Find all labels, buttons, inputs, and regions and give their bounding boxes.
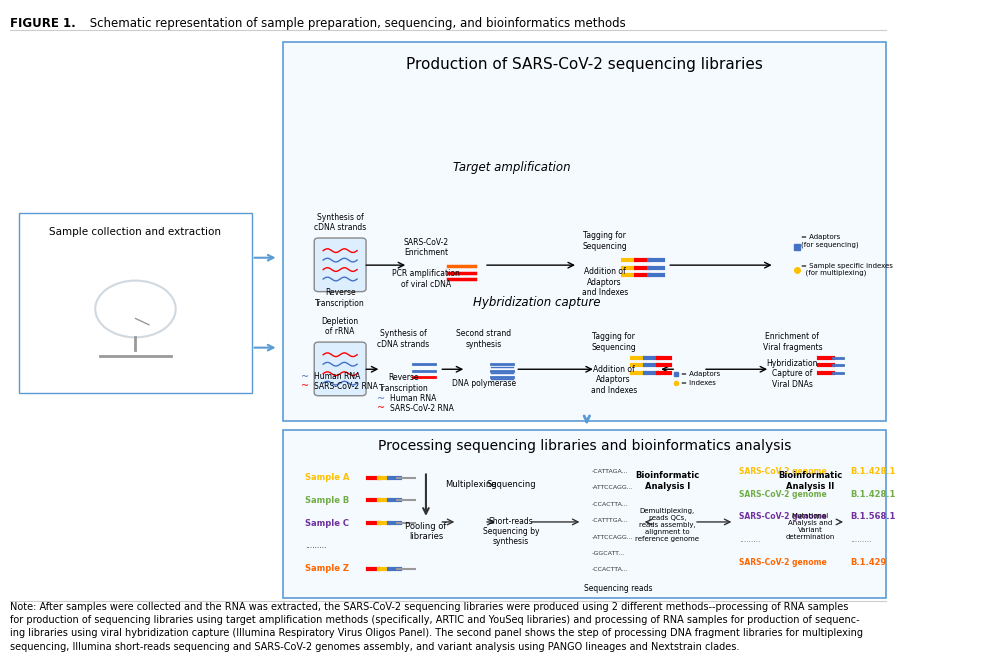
Text: Reverse
Transcription: Reverse Transcription [315, 288, 365, 308]
Text: SARS-CoV-2
Enrichment: SARS-CoV-2 Enrichment [403, 238, 448, 257]
Text: -ATTCCAGG...: -ATTCCAGG... [591, 534, 633, 540]
Text: = Sample specific indexes
  (for multiplexing): = Sample specific indexes (for multiplex… [801, 263, 893, 276]
Text: Tagging for
Sequencing: Tagging for Sequencing [591, 332, 636, 352]
Text: B.1.428.1: B.1.428.1 [850, 467, 896, 476]
Text: Target amplification: Target amplification [453, 161, 571, 174]
FancyBboxPatch shape [314, 238, 366, 292]
Text: PCR amplification
of viral cDNA: PCR amplification of viral cDNA [392, 270, 460, 289]
Text: ~: ~ [301, 382, 309, 391]
Text: Sample collection and extraction: Sample collection and extraction [50, 227, 222, 237]
Text: .........: ......... [850, 535, 872, 544]
Text: SARS-CoV-2 genome: SARS-CoV-2 genome [739, 467, 827, 476]
Text: Synthesis of
cDNA strands: Synthesis of cDNA strands [314, 213, 366, 232]
Text: = Indexes: = Indexes [681, 380, 716, 386]
Text: -CATTTGA...: -CATTTGA... [591, 518, 628, 523]
Text: -CCACTTA...: -CCACTTA... [591, 501, 628, 507]
Text: Sequencing: Sequencing [486, 480, 536, 488]
Text: Hybridization capture: Hybridization capture [472, 296, 600, 309]
Text: B.1.568.1: B.1.568.1 [850, 513, 896, 521]
Text: SARS-CoV-2 RNA: SARS-CoV-2 RNA [390, 404, 454, 413]
Text: Second strand
synthesis: Second strand synthesis [456, 330, 512, 349]
Text: Schematic representation of sample preparation, sequencing, and bioinformatics m: Schematic representation of sample prepa… [86, 17, 626, 30]
Text: .........: ......... [305, 542, 327, 550]
Text: Synthesis of
cDNA strands: Synthesis of cDNA strands [377, 330, 430, 349]
Text: SARS-CoV-2 genome: SARS-CoV-2 genome [739, 490, 827, 499]
Text: Sample Z: Sample Z [305, 564, 349, 573]
Text: Sequencing reads: Sequencing reads [584, 584, 652, 592]
Text: Sample C: Sample C [305, 519, 349, 528]
Text: = Adaptors: = Adaptors [681, 370, 720, 377]
FancyBboxPatch shape [19, 213, 251, 393]
Text: Processing sequencing libraries and bioinformatics analysis: Processing sequencing libraries and bioi… [378, 440, 791, 453]
Text: Note: After samples were collected and the RNA was extracted, the SARS-CoV-2 seq: Note: After samples were collected and t… [10, 602, 863, 652]
Text: Human RNA: Human RNA [390, 394, 437, 403]
Text: B.1.428.1: B.1.428.1 [850, 490, 896, 499]
Text: Sample B: Sample B [305, 496, 349, 505]
Text: Short-reads
Sequencing by
synthesis: Short-reads Sequencing by synthesis [482, 517, 540, 546]
Text: B.1.429: B.1.429 [850, 558, 887, 567]
Text: Bioinformatic
Analysis II: Bioinformatic Analysis II [778, 471, 842, 491]
Text: Production of SARS-CoV-2 sequencing libraries: Production of SARS-CoV-2 sequencing libr… [406, 57, 763, 72]
Text: -CCACTTA...: -CCACTTA... [591, 567, 628, 573]
FancyBboxPatch shape [283, 42, 886, 421]
Text: Addition of
Adaptors
and Indexes: Addition of Adaptors and Indexes [581, 268, 628, 297]
Text: Sample A: Sample A [305, 473, 349, 482]
Text: Demultiplexing,
reads QCs,
reads assembly,
alignment to
reference genome: Demultiplexing, reads QCs, reads assembl… [636, 508, 699, 542]
FancyBboxPatch shape [283, 430, 886, 598]
Text: Depletion
of rRNA: Depletion of rRNA [322, 316, 358, 336]
Text: -ATTCCAGG...: -ATTCCAGG... [591, 486, 633, 490]
Text: Bioinformatic
Analysis I: Bioinformatic Analysis I [636, 471, 699, 491]
Text: Enrichment of
Viral fragments: Enrichment of Viral fragments [762, 332, 823, 352]
Text: .........: ......... [739, 535, 760, 544]
Text: Hybridization
Capture of
Viral DNAs: Hybridization Capture of Viral DNAs [766, 358, 818, 389]
Text: ~: ~ [377, 394, 385, 404]
Text: = Adaptors
(for sequencing): = Adaptors (for sequencing) [801, 235, 859, 248]
Text: Pooling of
libraries: Pooling of libraries [405, 522, 446, 541]
Text: -GGCATT...: -GGCATT... [591, 551, 625, 556]
Text: Addition of
Adaptors
and Indexes: Addition of Adaptors and Indexes [590, 365, 637, 395]
Text: Mutational
Analysis and
Variant
determination: Mutational Analysis and Variant determin… [786, 513, 835, 540]
Text: SARS-CoV-2 genome: SARS-CoV-2 genome [739, 558, 827, 567]
Text: Human RNA: Human RNA [314, 372, 360, 382]
Text: ~: ~ [377, 403, 385, 413]
Text: -CATTAGA...: -CATTAGA... [591, 469, 628, 474]
Text: Reverse
Transcription: Reverse Transcription [379, 374, 429, 393]
FancyBboxPatch shape [314, 342, 366, 396]
Text: FIGURE 1.: FIGURE 1. [10, 17, 76, 30]
Text: Tagging for
Sequencing: Tagging for Sequencing [582, 231, 627, 251]
Text: Multiplexing: Multiplexing [445, 480, 496, 488]
Text: SARS-CoV-2 RNA: SARS-CoV-2 RNA [314, 382, 378, 391]
Text: ~: ~ [301, 372, 309, 382]
Text: DNA polymerase: DNA polymerase [452, 379, 516, 387]
Text: SARS-CoV-2 genome: SARS-CoV-2 genome [739, 513, 827, 521]
